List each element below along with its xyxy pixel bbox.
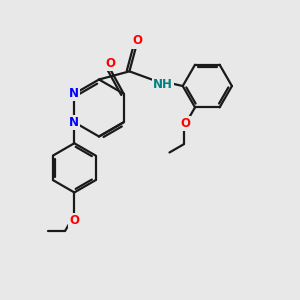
Text: O: O xyxy=(180,117,190,130)
Text: N: N xyxy=(69,116,79,129)
Text: NH: NH xyxy=(153,78,173,91)
Text: O: O xyxy=(69,214,79,227)
Text: N: N xyxy=(69,87,79,100)
Text: O: O xyxy=(132,34,142,47)
Text: O: O xyxy=(105,57,115,70)
